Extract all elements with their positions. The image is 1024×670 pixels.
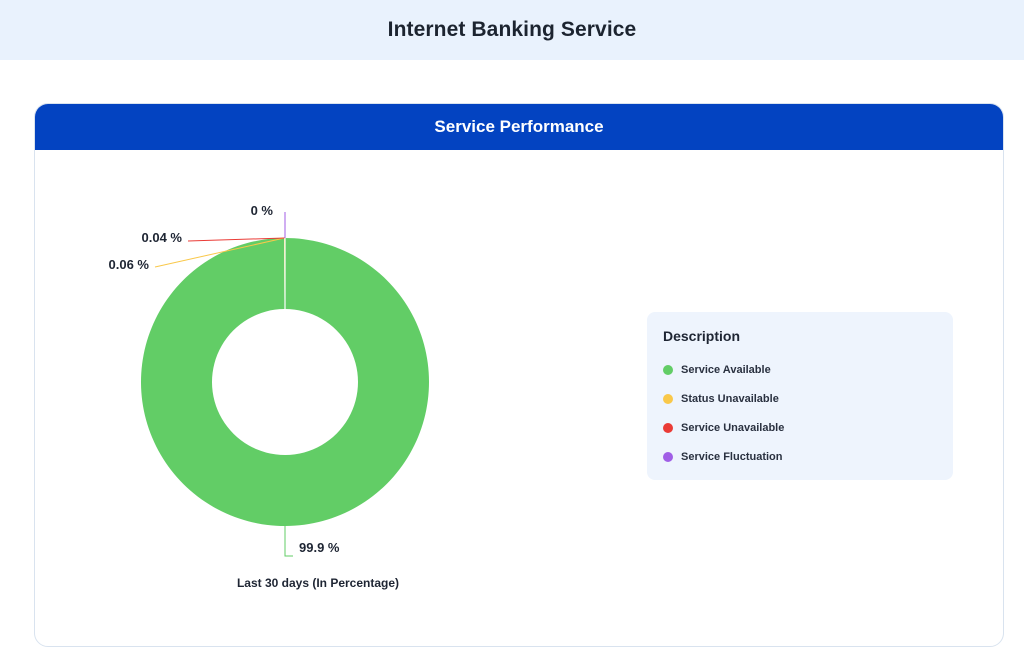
legend-item-service-available: Service Available [663,355,937,384]
leader-line-service-unavailable [187,237,285,242]
legend-dot-icon [663,393,673,404]
leader-line-status-unavailable [154,237,285,268]
legend-dot-icon [663,422,673,433]
data-label-status-unavailable: 0.06 % [109,257,150,272]
legend-title: Description [663,328,741,344]
chart-caption: Last 30 days (In Percentage) [236,576,400,590]
legend-label: Service Available [681,363,771,376]
slice-service-available [140,238,429,526]
page-header: Internet Banking Service [0,0,1024,60]
data-label-service-unavailable: 0.04 % [142,230,183,245]
page-title: Internet Banking Service [387,18,637,41]
data-label-service-available: 99.9 % [299,540,340,555]
legend-item-status-unavailable: Status Unavailable [663,384,937,413]
legend-label: Status Unavailable [681,392,779,405]
legend-item-service-fluctuation: Service Fluctuation [663,442,937,471]
leader-line-service-available [284,526,293,557]
card-header: Service Performance [35,104,1003,150]
legend-label: Service Unavailable [681,421,785,434]
data-label-service-fluctuation: 0 % [251,203,274,218]
legend-dot-icon [663,451,673,462]
legend-label: Service Fluctuation [681,450,783,463]
legend-dot-icon [663,364,673,375]
legend: Description Service Available Status Una… [647,312,953,480]
service-performance-card: Service Performance 99.9 % 0.06 % 0.04 % 0 … [34,103,1004,647]
card-title: Service Performance [434,117,604,136]
legend-item-service-unavailable: Service Unavailable [663,413,937,442]
donut-chart: 99.9 % 0.06 % 0.04 % 0 % [109,203,429,557]
